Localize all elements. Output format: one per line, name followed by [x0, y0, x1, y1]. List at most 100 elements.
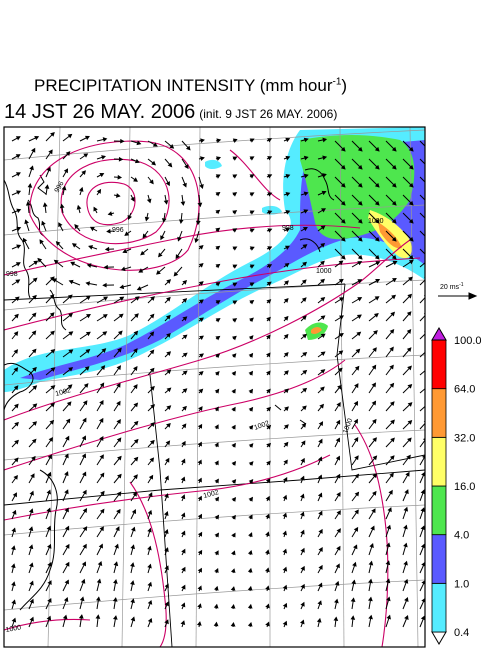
wind-arrow-head	[15, 172, 21, 177]
wind-reference-exponent: -1	[459, 282, 464, 288]
wind-arrow-head	[248, 514, 253, 520]
wind-arrow-head	[16, 244, 22, 249]
isobar-label: 996	[112, 227, 124, 234]
wind-arrow-head	[403, 578, 409, 584]
wind-arrow-head	[367, 596, 373, 602]
wind-arrow-head	[196, 621, 202, 626]
wind-arrow-head	[31, 455, 36, 461]
wind-arrow-head	[116, 400, 121, 406]
wind-arrow-head	[59, 203, 65, 209]
wind-arrow-head	[391, 218, 397, 224]
wind-arrow-head	[32, 403, 38, 409]
wind-arrow-head	[284, 388, 289, 394]
wind-arrow-head	[302, 261, 307, 267]
valid-time-line: 14 JST 26 MAY. 2006 (init. 9 JST 26 MAY. …	[4, 101, 337, 124]
wind-arrow-head	[340, 254, 346, 260]
wind-arrow-head	[215, 227, 221, 233]
wind-arrow-head	[283, 298, 289, 303]
wind-arrow-head	[357, 261, 363, 266]
wind-arrow-head	[338, 315, 344, 320]
wind-arrow-head	[197, 585, 202, 591]
wind-arrow-head	[248, 335, 254, 340]
wind-arrow-head	[33, 260, 39, 266]
wind-arrow-head	[301, 297, 307, 303]
wind-arrow-head	[338, 350, 344, 355]
wind-arrow-head	[355, 348, 361, 354]
wind-arrow-head	[124, 231, 130, 236]
wind-arrow-head	[283, 476, 288, 482]
wind-arrow-head	[197, 459, 202, 465]
wind-arrow-head	[248, 478, 254, 484]
wind-arrow-head	[320, 351, 326, 356]
wind-arrow-head	[300, 493, 305, 499]
wind-arrow-head	[285, 155, 291, 161]
wind-arrow-head	[231, 370, 237, 376]
wind-arrow-head	[53, 259, 59, 265]
wind-arrow-head	[266, 460, 271, 466]
wind-arrow-head	[300, 529, 305, 535]
wind-arrow-head	[79, 596, 85, 602]
wind-arrow-head	[248, 496, 254, 502]
wind-arrow-head	[14, 403, 19, 409]
wind-arrow-head	[247, 550, 253, 555]
wind-arrow-head	[13, 385, 19, 391]
wind-arrow-head	[303, 137, 309, 143]
wind-arrow-head	[29, 580, 34, 586]
wind-arrow-head	[131, 509, 137, 515]
wind-arrow-head	[215, 335, 221, 341]
wind-arrow-head	[300, 583, 305, 589]
wind-arrow-head	[406, 454, 411, 460]
wind-arrow-head	[197, 423, 203, 429]
wind-arrow-head	[11, 545, 16, 551]
wind-arrow-head	[46, 166, 51, 172]
wind-arrow-head	[403, 506, 409, 512]
wind-arrow-head	[182, 334, 188, 340]
wind-arrow-head	[181, 423, 187, 429]
isobar-label: 998	[6, 271, 18, 278]
wind-arrow-head	[374, 164, 380, 170]
wind-arrow-head	[50, 385, 56, 390]
wind-arrow-head	[15, 279, 21, 284]
wind-arrow-head	[356, 314, 362, 319]
wind-arrow-head	[164, 475, 169, 481]
wind-arrow-head	[13, 457, 19, 463]
wind-arrow-shaft	[419, 422, 425, 430]
wind-arrow-head	[357, 279, 363, 284]
wind-arrow-head	[231, 479, 237, 484]
wind-arrow-head	[302, 244, 308, 249]
wind-arrow-head	[354, 383, 359, 389]
wind-arrow-head	[334, 580, 340, 586]
wind-arrow-head	[134, 313, 139, 319]
wind-arrow-head	[214, 585, 219, 591]
wind-arrow-head	[133, 348, 138, 354]
wind-arrow-head	[215, 353, 221, 359]
wind-arrow-head	[62, 614, 68, 620]
wind-arrow-head	[266, 388, 271, 394]
wind-arrow-head	[266, 424, 272, 430]
wind-arrow-head	[102, 137, 108, 142]
wind-arrow-head	[322, 173, 327, 178]
wind-arrow-head	[149, 439, 155, 445]
wind-arrow-head	[232, 318, 238, 323]
wind-arrow-head	[28, 508, 34, 514]
wind-arrow-head	[284, 245, 290, 250]
wind-arrow-head	[156, 270, 161, 275]
wind-arrow-head	[42, 202, 48, 207]
colorbar-segment	[431, 582, 447, 633]
wind-arrow-head	[391, 146, 397, 152]
wind-arrow-head	[283, 441, 289, 447]
wind-arrow-head	[333, 616, 339, 622]
wind-arrow-head	[302, 226, 308, 232]
wind-arrow-head	[424, 403, 425, 405]
wind-arrow-head	[389, 472, 394, 478]
wind-arrow-head	[149, 331, 155, 337]
wind-arrow-head	[266, 316, 271, 322]
wind-arrow-head	[265, 495, 270, 501]
wind-arrow-head	[231, 496, 237, 502]
wind-arrow-head	[318, 564, 323, 570]
wind-arrow-head	[85, 349, 91, 354]
wind-arrow-head	[320, 242, 326, 248]
wind-arrow-head	[112, 615, 118, 620]
wind-arrow-head	[320, 315, 326, 320]
wind-arrow-head	[231, 460, 237, 466]
